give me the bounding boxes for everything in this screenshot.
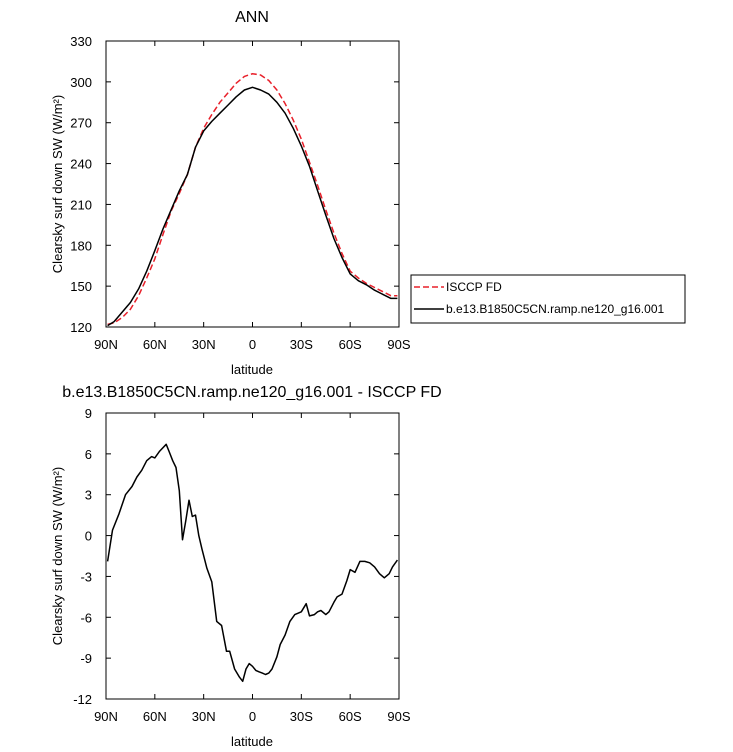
top-chart-xtick-label: 90S — [387, 337, 410, 352]
bottom-chart-xtick-label: 0 — [249, 709, 256, 724]
bottom-chart-xlabel: latitude — [231, 734, 273, 749]
bottom-chart-xtick-label: 60S — [339, 709, 362, 724]
bottom-chart-series — [106, 443, 399, 683]
bottom-chart-ylabel: Clearsky surf down SW (W/m²) — [50, 467, 65, 645]
bottom-chart-ticks: 90N 60N 30N 0 30S 60S 90S -12 -9 -6 -3 0 3 6 9 — [73, 406, 411, 724]
bottom-chart: b.e13.B1850C5CN.ramp.ne120_g16.001 - ISC… — [50, 384, 442, 749]
bottom-chart-ytick-label: 9 — [85, 406, 92, 421]
bottom-chart-xtick-label: 30S — [290, 709, 313, 724]
top-chart-series-line-1 — [107, 86, 398, 327]
legend-label-isccp: ISCCP FD — [446, 280, 502, 294]
top-chart-ylabel: Clearsky surf down SW (W/m²) — [50, 95, 65, 273]
bottom-chart-series-line-0 — [106, 443, 399, 683]
bottom-chart-ytick-label: 0 — [85, 529, 92, 544]
top-chart-series-line-0 — [107, 72, 398, 326]
top-chart-ytick-label: 180 — [70, 238, 92, 253]
top-chart: ANN 90N 60N 30N 0 30S 60S 90S 120 150 180 210 240 27… — [50, 9, 411, 377]
top-chart-xtick-label: 0 — [249, 337, 256, 352]
legend-box — [410, 274, 686, 324]
top-chart-series — [107, 72, 398, 327]
bottom-chart-ytick-label: -6 — [80, 610, 92, 625]
bottom-chart-xtick-label: 30N — [192, 709, 216, 724]
top-chart-xtick-label: 60N — [143, 337, 167, 352]
top-chart-ytick-label: 240 — [70, 157, 92, 172]
bottom-chart-ytick-label: -3 — [80, 569, 92, 584]
top-chart-ytick-label: 270 — [70, 116, 92, 131]
legend-label-model: b.e13.B1850C5CN.ramp.ne120_g16.001 — [446, 302, 664, 316]
top-chart-ytick-label: 210 — [70, 197, 92, 212]
bottom-chart-xtick-label: 90S — [387, 709, 410, 724]
top-chart-xtick-label: 90N — [94, 337, 118, 352]
top-chart-xtick-label: 60S — [339, 337, 362, 352]
bottom-chart-ytick-label: 6 — [85, 447, 92, 462]
top-chart-xtick-label: 30S — [290, 337, 313, 352]
bottom-chart-xtick-label: 90N — [94, 709, 118, 724]
bottom-chart-xtick-label: 60N — [143, 709, 167, 724]
top-chart-ytick-label: 150 — [70, 279, 92, 294]
bottom-chart-title: b.e13.B1850C5CN.ramp.ne120_g16.001 - ISC… — [62, 384, 441, 401]
bottom-chart-plot-frame — [105, 412, 400, 700]
bottom-chart-ytick-label: 3 — [85, 488, 92, 503]
legend: ISCCP FD b.e13.B1850C5CN.ramp.ne120_g16.… — [410, 274, 686, 324]
bottom-chart-ytick-label: -9 — [80, 651, 92, 666]
top-chart-title: ANN — [235, 9, 269, 26]
top-chart-ytick-label: 120 — [70, 320, 92, 335]
top-chart-xtick-label: 30N — [192, 337, 216, 352]
top-chart-xlabel: latitude — [231, 362, 273, 377]
bottom-chart-ytick-label: -12 — [73, 692, 92, 707]
top-chart-ytick-label: 300 — [70, 75, 92, 90]
top-chart-ticks: 90N 60N 30N 0 30S 60S 90S 120 150 180 210 240 270 300… — [70, 34, 411, 352]
top-chart-plot-frame — [105, 40, 400, 328]
top-chart-ytick-label: 330 — [70, 34, 92, 49]
